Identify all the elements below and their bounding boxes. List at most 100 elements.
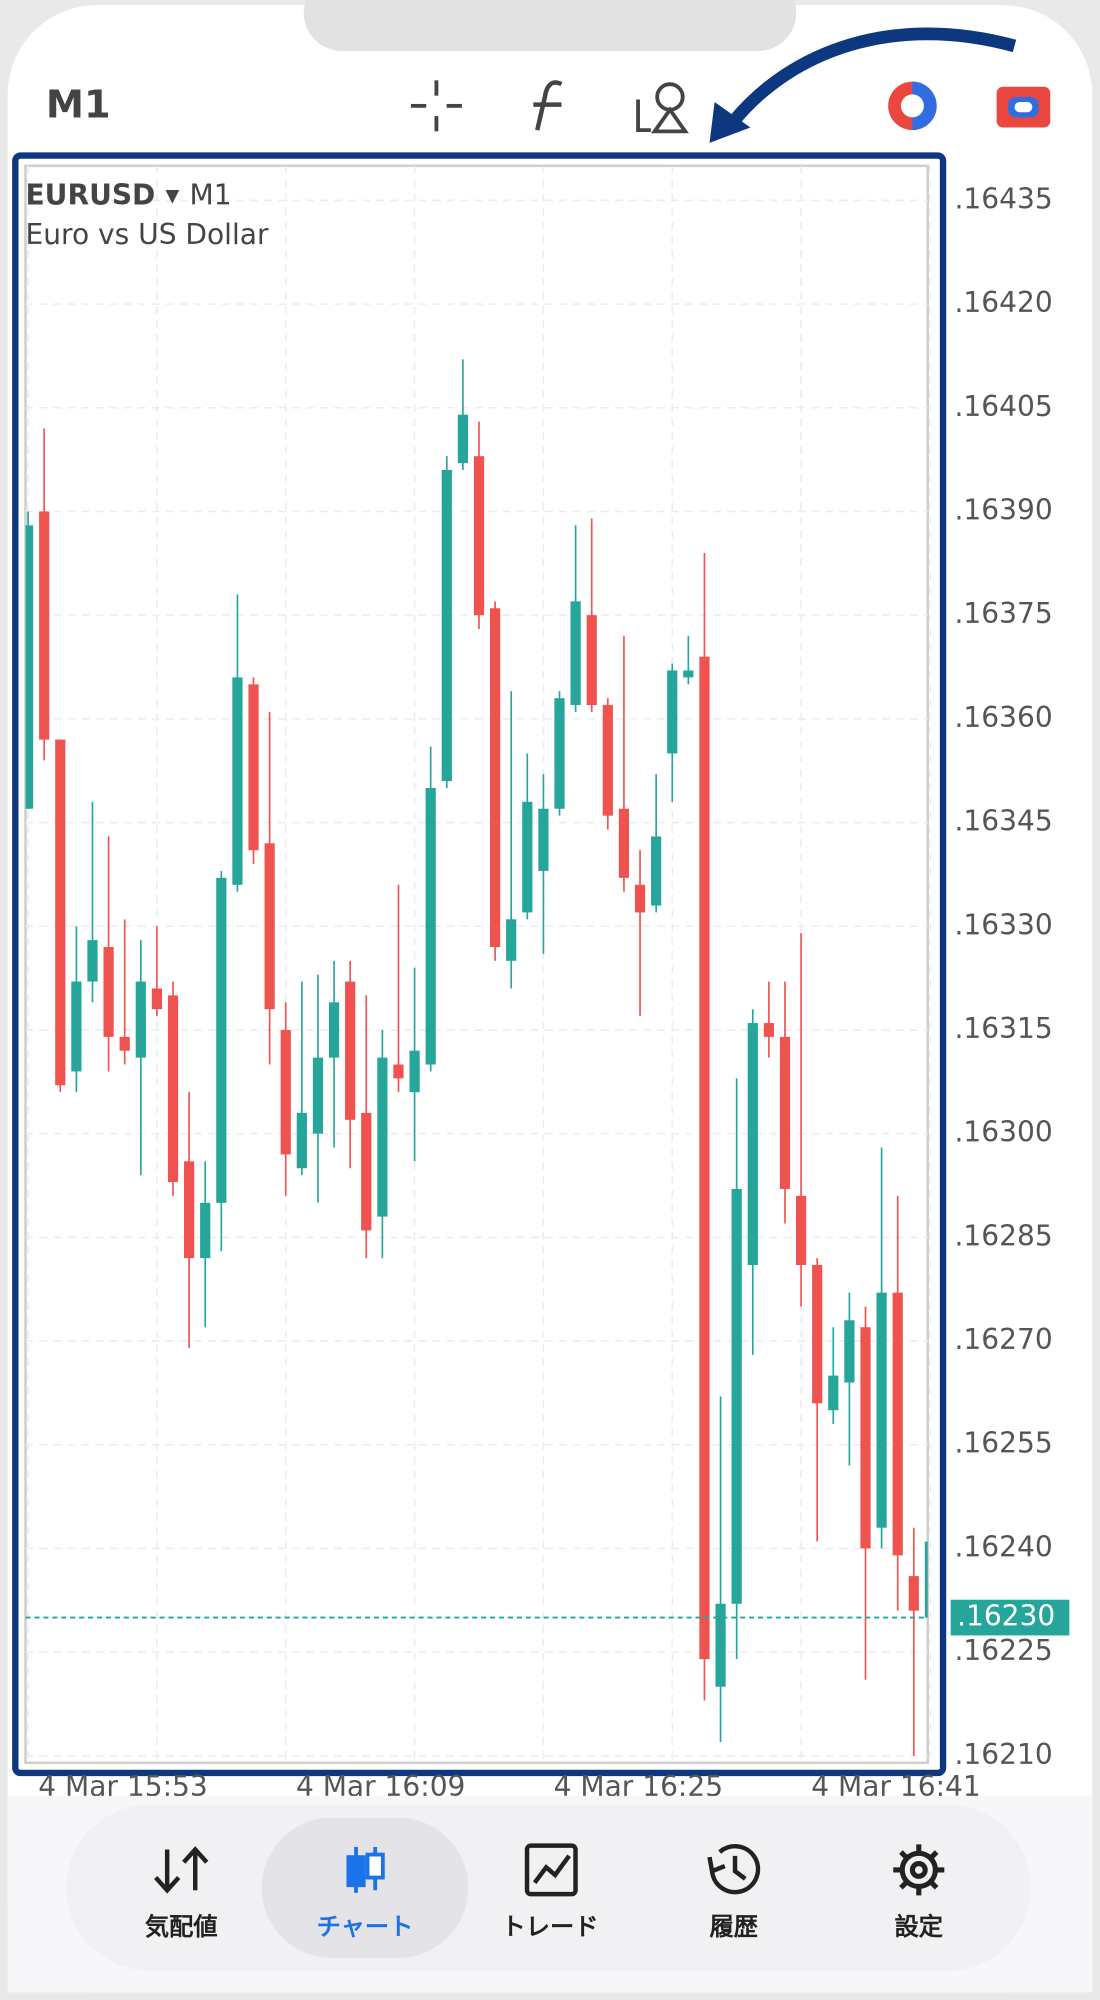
indicator-icon[interactable] <box>533 80 563 131</box>
candle-body <box>860 1327 871 1549</box>
candle-body <box>71 981 82 1072</box>
candle-body <box>795 1195 807 1266</box>
candle-body <box>812 1265 823 1404</box>
chart-timeframe: M1 <box>190 178 232 211</box>
y-tick-label: .16315 <box>955 1012 1053 1045</box>
candle-body <box>296 1112 307 1169</box>
candle-body <box>715 1603 726 1687</box>
candle-body <box>554 698 565 809</box>
candles <box>25 359 928 1756</box>
y-tick-label: .16405 <box>955 390 1053 423</box>
y-tick-label: .16435 <box>955 182 1053 215</box>
candle-body <box>151 988 163 1010</box>
candle-body <box>634 884 646 913</box>
candle-body <box>248 684 259 851</box>
candle-body <box>473 456 485 616</box>
price-axis: .16435 .16420 .16405 .16390 .16375 .16360 .163… <box>950 182 1070 1771</box>
notch <box>303 0 797 52</box>
candle-body <box>39 511 50 740</box>
candle-body <box>216 877 227 1203</box>
grid <box>25 165 931 1763</box>
candle-body <box>779 1036 791 1189</box>
candle-body <box>522 801 533 913</box>
candle-body <box>135 981 146 1058</box>
trade-nav-icon <box>524 1843 578 1897</box>
plot-area <box>24 164 930 1765</box>
y-tick-label: .16375 <box>955 597 1053 630</box>
candle-body <box>103 947 114 1037</box>
dropdown-caret: ▼ <box>166 185 180 206</box>
candle-body <box>683 670 694 678</box>
nav-labels: 気配値 チャート トレード 履歴 設定 <box>145 1912 944 1941</box>
candle-body <box>586 615 597 706</box>
settings-icon <box>893 1844 945 1896</box>
candle-body <box>844 1320 855 1383</box>
nav-active-pill <box>261 1817 469 1958</box>
nav-label[interactable]: 気配値 <box>145 1912 218 1941</box>
nav-label[interactable]: トレード <box>502 1912 599 1941</box>
candle-body <box>87 940 98 982</box>
candle-body <box>731 1188 742 1604</box>
candle-body <box>538 808 549 871</box>
candle-body <box>747 1023 758 1266</box>
candle-body <box>232 677 243 885</box>
candle-body <box>667 670 678 754</box>
candle-body <box>506 919 517 961</box>
candle-body <box>924 1541 928 1618</box>
nav-label[interactable]: チャート <box>317 1912 414 1941</box>
trade-icon[interactable] <box>996 86 1051 128</box>
current-price-label: .16230 <box>957 1600 1055 1633</box>
y-tick-label: .16345 <box>955 805 1053 838</box>
candle-body <box>393 1064 404 1079</box>
candle-body <box>345 981 356 1120</box>
candle-body <box>25 525 34 809</box>
chart-symbol: EURUSD ▼ M1 <box>26 178 232 211</box>
chart-description: Euro vs US Dollar <box>26 218 269 251</box>
timeframe-button[interactable]: M1 <box>46 83 111 128</box>
nav-label[interactable]: 設定 <box>895 1912 944 1941</box>
candle-body <box>828 1375 839 1411</box>
nav-label[interactable]: 履歴 <box>710 1912 758 1941</box>
y-tick-label: .16420 <box>955 286 1053 319</box>
candle-body <box>489 608 501 948</box>
y-tick-label: .16225 <box>955 1634 1053 1667</box>
candle-body <box>55 739 66 1086</box>
candle-body <box>119 1036 130 1051</box>
candle-body <box>312 1057 324 1134</box>
account-icon[interactable] <box>888 81 937 131</box>
y-tick-label: .16270 <box>955 1323 1053 1356</box>
candle-body <box>425 788 436 1065</box>
y-tick-label: .16390 <box>955 493 1053 526</box>
candle-body <box>602 705 613 816</box>
candle-body <box>184 1161 195 1259</box>
candle-body <box>409 1050 420 1093</box>
candle-body <box>441 469 452 782</box>
y-tick-label: .16255 <box>955 1427 1053 1460</box>
history-icon <box>707 1844 761 1895</box>
candle-body <box>618 808 630 878</box>
candle-body <box>457 414 468 464</box>
nav-bar <box>66 1804 1032 1971</box>
annotation-arrow <box>728 27 1017 126</box>
symbol: EURUSD <box>26 178 156 211</box>
candle-body <box>377 1057 388 1217</box>
y-tick-label: .16285 <box>955 1219 1053 1252</box>
candle-body <box>328 1002 340 1058</box>
candle-body <box>876 1292 887 1528</box>
candle-body <box>908 1576 919 1611</box>
candle-body <box>167 995 179 1183</box>
current-price-box <box>950 1599 1070 1636</box>
y-tick-label: .16360 <box>955 701 1053 734</box>
chart-icon <box>346 1846 385 1893</box>
crosshair-icon[interactable] <box>410 80 462 132</box>
highlight-box <box>12 152 947 1777</box>
candle-body <box>200 1202 211 1259</box>
candle-body <box>280 1029 291 1155</box>
objects-icon[interactable] <box>636 82 689 134</box>
candle-body <box>763 1023 774 1037</box>
quotes-icon <box>154 1846 209 1894</box>
candle-body <box>699 656 710 1660</box>
candle-body <box>570 601 581 706</box>
